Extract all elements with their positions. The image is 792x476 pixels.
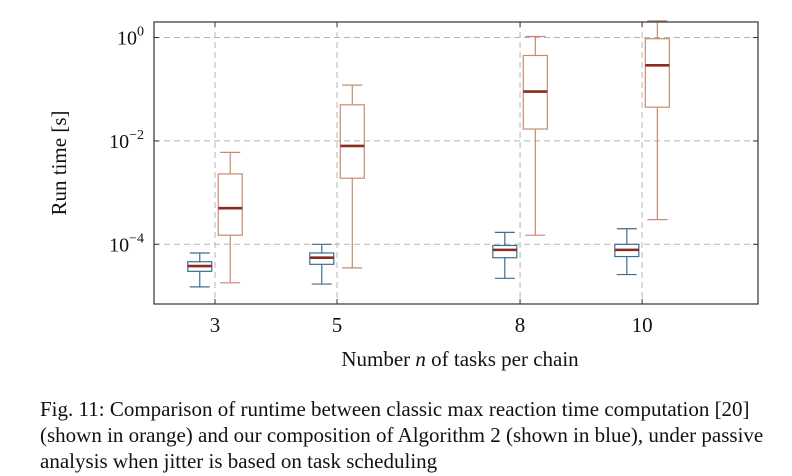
y-tick-base: 10	[109, 234, 129, 256]
plot-frame	[153, 21, 759, 305]
box-blue-8	[492, 231, 518, 279]
y-tick-label: 100	[117, 25, 144, 50]
figure-caption: Fig. 11: Comparison of runtime between c…	[40, 397, 764, 473]
y-tick-label: 10−2	[109, 128, 144, 153]
y-axis-label: Run time [s]	[47, 111, 71, 216]
x-axis-label-part-1: Number	[341, 347, 415, 371]
box-blue-3	[187, 252, 213, 288]
interquartile-box	[492, 244, 518, 259]
box-blue-5	[309, 243, 335, 285]
box-orange-10	[644, 20, 670, 221]
y-tick-exponent: −2	[129, 128, 144, 143]
x-tick-label: 3	[210, 313, 221, 337]
box-orange-3	[217, 151, 243, 284]
y-tick-base: 10	[109, 131, 129, 153]
box-plots	[187, 20, 670, 288]
y-tick-base: 10	[117, 28, 137, 50]
interquartile-box	[339, 104, 365, 179]
x-tick-label: 8	[515, 313, 526, 337]
box-orange-8	[522, 35, 548, 236]
x-axis-label-part-2: of tasks per chain	[426, 347, 579, 371]
x-axis-label: Number n of tasks per chain	[341, 347, 579, 371]
x-tick-label: 5	[332, 313, 343, 337]
x-tick-label: 10	[632, 313, 653, 337]
interquartile-box	[217, 173, 243, 236]
box-orange-5	[339, 84, 365, 269]
box-blue-10	[614, 228, 640, 276]
x-axis-label-variable: n	[415, 347, 426, 371]
interquartile-box	[644, 38, 670, 108]
y-tick-exponent: 0	[137, 25, 144, 40]
y-tick-label: 10−4	[109, 231, 144, 256]
y-tick-exponent: −4	[129, 231, 144, 246]
